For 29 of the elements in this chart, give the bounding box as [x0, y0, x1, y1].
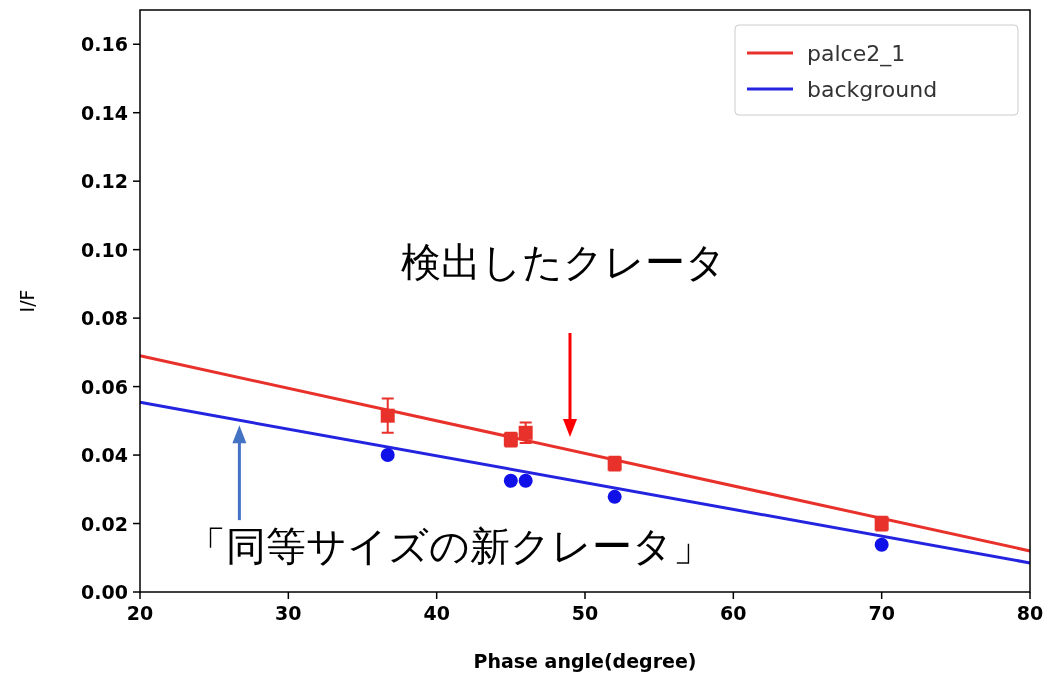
y-tick-label: 0.06 — [81, 375, 128, 398]
x-tick-label: 80 — [1016, 602, 1044, 624]
x-tick-label: 20 — [126, 602, 154, 624]
annotation: 検出したクレータ — [400, 239, 726, 285]
x-tick-label: 50 — [571, 602, 599, 624]
point — [503, 473, 518, 488]
y-tick-label: 0.10 — [81, 238, 128, 261]
x-tick-label: 70 — [868, 602, 895, 624]
point — [874, 537, 889, 552]
legend-label: background — [807, 77, 938, 102]
y-tick-label: 0.00 — [81, 581, 128, 603]
y-tick-label: 0.04 — [81, 444, 128, 467]
legend-label: palce2_1 — [807, 41, 906, 67]
point — [607, 489, 622, 504]
y-tick-label: 0.12 — [81, 170, 128, 193]
point — [518, 425, 533, 440]
point — [380, 408, 395, 423]
y-axis-title: I/F — [16, 289, 38, 313]
x-tick-label: 60 — [720, 602, 747, 624]
x-axis-title: Phase angle(degree) — [473, 650, 697, 672]
annotation: 「同等サイズの新クレータ」 — [185, 523, 713, 570]
x-tick-label: 30 — [275, 602, 302, 624]
point — [518, 473, 533, 488]
x-tick-label: 40 — [423, 602, 450, 624]
y-tick-label: 0.08 — [81, 307, 128, 330]
point — [380, 448, 395, 463]
y-tick-label: 0.16 — [81, 33, 128, 56]
y-tick-label: 0.02 — [81, 512, 128, 535]
y-tick-label: 0.14 — [81, 101, 128, 124]
